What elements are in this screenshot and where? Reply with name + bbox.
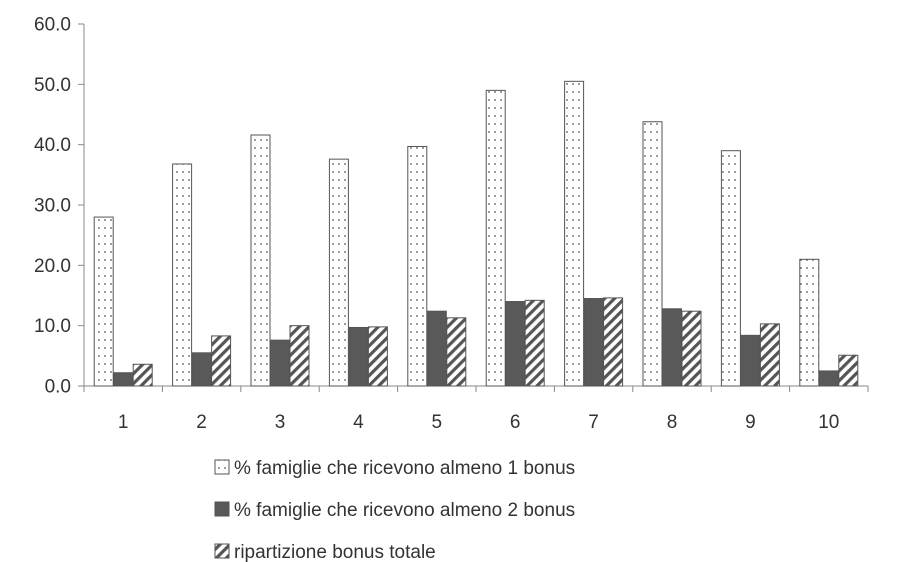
legend: % famiglie che ricevono almeno 1 bonus % … xyxy=(214,458,575,562)
legend-label-2: % famiglie che ricevono almeno 2 bonus xyxy=(234,500,575,521)
bar-series-2-cat-5 xyxy=(426,310,447,387)
legend-swatch-2 xyxy=(214,501,230,517)
x-tick-label: 1 xyxy=(118,412,129,433)
y-tick-label: 50.0 xyxy=(34,75,71,96)
bar-series-1-cat-8 xyxy=(642,121,663,387)
legend-swatch-1 xyxy=(214,459,230,475)
bar-series-2-cat-8 xyxy=(662,308,682,387)
bar-series-1-cat-1 xyxy=(93,216,114,387)
bar-series-3-cat-5 xyxy=(446,317,467,387)
x-tick-label: 6 xyxy=(510,412,521,433)
bar-series-2-cat-3 xyxy=(270,339,290,387)
bar-series-2-cat-2 xyxy=(191,352,212,387)
x-tick-label: 10 xyxy=(818,412,839,433)
bar-series-2-cat-9 xyxy=(740,334,761,387)
x-tick-label: 3 xyxy=(275,412,286,433)
legend-label-3: ripartizione bonus totale xyxy=(234,542,436,562)
bar-series-1-cat-10 xyxy=(799,258,820,387)
y-tick-label: 40.0 xyxy=(34,135,71,156)
bar-series-2-cat-10 xyxy=(818,370,839,387)
bar-series-3-cat-8 xyxy=(681,310,702,387)
x-tick-label: 4 xyxy=(353,412,364,433)
legend-swatch-3 xyxy=(214,543,230,559)
bar-series-3-cat-4 xyxy=(367,326,388,387)
x-tick-label: 9 xyxy=(745,412,756,433)
y-axis: 0.0 10.0 20.0 30.0 40.0 50.0 60.0 xyxy=(34,15,85,398)
bar-series-3-cat-10 xyxy=(838,354,859,387)
bar-series-1-cat-3 xyxy=(250,134,271,387)
bar-series-1-cat-7 xyxy=(564,80,585,387)
y-tick-label: 0.0 xyxy=(45,377,71,398)
bar-series-2-cat-6 xyxy=(505,301,526,387)
legend-label-1: % famiglie che ricevono almeno 1 bonus xyxy=(234,458,575,479)
bar-series-1-cat-4 xyxy=(328,158,349,387)
x-tick-label: 7 xyxy=(588,412,599,433)
bar-series-3-cat-6 xyxy=(524,299,545,387)
x-tick-label: 2 xyxy=(196,412,207,433)
bars xyxy=(93,80,859,387)
bar-series-1-cat-2 xyxy=(172,163,193,387)
bar-series-2-cat-1 xyxy=(113,372,134,387)
bar-series-2-cat-7 xyxy=(583,298,604,387)
x-tick-label: 8 xyxy=(667,412,678,433)
y-tick-label: 10.0 xyxy=(34,316,71,337)
y-tick-label: 20.0 xyxy=(34,256,71,277)
x-axis: 1 2 3 4 5 6 7 8 9 10 xyxy=(83,385,869,433)
y-tick-label: 60.0 xyxy=(34,15,71,36)
bar-series-3-cat-7 xyxy=(603,297,624,387)
bar-series-3-cat-9 xyxy=(759,323,780,387)
x-tick-label: 5 xyxy=(432,412,443,433)
bar-series-2-cat-4 xyxy=(348,326,369,387)
bar-series-3-cat-2 xyxy=(211,335,232,387)
bar-series-1-cat-5 xyxy=(407,145,428,387)
bar-series-3-cat-3 xyxy=(289,325,310,387)
y-tick-label: 30.0 xyxy=(34,196,71,217)
bar-series-3-cat-1 xyxy=(132,363,153,387)
bar-series-1-cat-9 xyxy=(720,150,741,387)
bar-series-1-cat-6 xyxy=(485,89,506,387)
